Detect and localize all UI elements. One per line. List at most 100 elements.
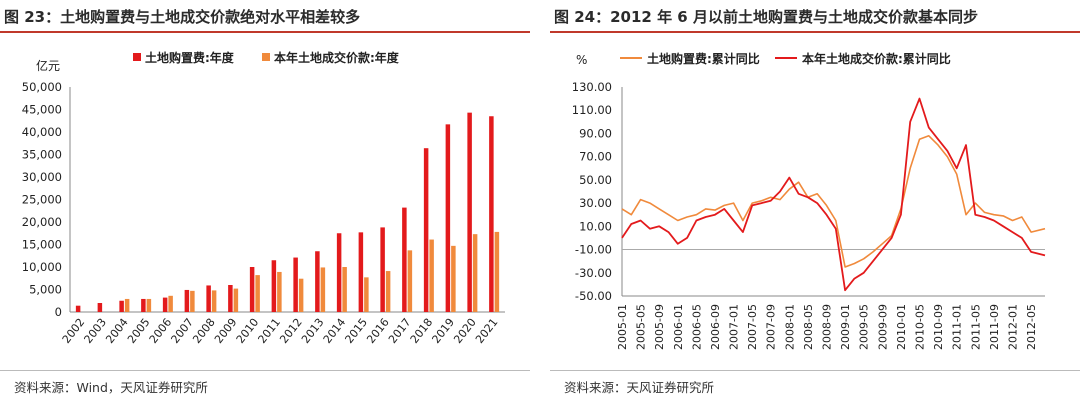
bar-2 (168, 295, 173, 312)
y-tick-label: 50.00 (579, 173, 612, 187)
x-tick-label: 2013 (299, 316, 326, 346)
source-note: 资料来源：Wind，天风证券研究所 (14, 380, 208, 395)
bar-2 (320, 267, 326, 312)
legend-label: 土地购置费:年度 (145, 50, 235, 65)
x-tick-label: 2010-09 (932, 304, 945, 350)
line-chart: % 土地购置费:累计同比 本年土地成交价款:累计同比 130.00 110.00 90.0… (572, 51, 1046, 350)
y-tick-label: 35,000 (22, 148, 62, 162)
series-line-1 (621, 135, 1046, 268)
bar-2 (407, 250, 413, 312)
bar-1 (75, 305, 81, 312)
y-tick-label: 10.00 (579, 219, 612, 233)
bar-2 (190, 290, 195, 312)
bar-1 (402, 207, 407, 312)
x-tick-label: 2005-09 (653, 304, 666, 350)
x-tick-label: 2008-09 (821, 304, 834, 350)
x-tick-label: 2006-09 (709, 304, 722, 350)
x-tick-label: 2007 (169, 316, 196, 346)
bar-2 (211, 290, 217, 312)
legend: 土地购置费:累计同比 本年土地成交价款:累计同比 (620, 51, 951, 66)
source-rule (0, 370, 530, 371)
x-tick-label: 2011-01 (951, 304, 964, 350)
bar-1 (184, 289, 190, 312)
x-tick-label: 2005-01 (616, 304, 629, 350)
legend-label: 本年土地成交价款:年度 (274, 50, 400, 65)
x-tick-label: 2011 (256, 316, 283, 346)
x-tick-label: 2009-01 (839, 304, 852, 350)
y-tick-label: -30.00 (575, 266, 612, 280)
y-tick-label: 110.00 (572, 103, 612, 117)
chart-title: 图 24：2012 年 6 月以前土地购置费与土地成交价款基本同步 (554, 8, 978, 26)
bar-1 (445, 124, 451, 312)
x-tick-label: 2002 (60, 316, 87, 346)
bar-1 (141, 298, 146, 312)
y-axis-unit: 亿元 (36, 58, 60, 73)
bar-2 (277, 271, 282, 312)
y-tick-label: -10.00 (575, 243, 612, 257)
x-tick-label: 2012-01 (1006, 304, 1019, 350)
bar-2 (494, 231, 500, 312)
x-tick-label: 2017 (386, 316, 413, 346)
x-tick-label: 2007-01 (728, 304, 741, 350)
right-chart-panel: 图 24：2012 年 6 月以前土地购置费与土地成交价款基本同步 % 土地购置费… (550, 0, 1080, 403)
x-tick-label: 2009 (212, 316, 239, 346)
bar-2 (451, 245, 456, 312)
x-tick-label: 2015 (343, 316, 370, 346)
x-tick-label: 2018 (408, 316, 435, 346)
x-tick-label: 2019 (430, 316, 457, 346)
x-tick-label: 2006 (147, 316, 174, 346)
bar-1 (119, 300, 124, 312)
y-tick-label: 25,000 (22, 193, 62, 207)
x-tick-label: 2008-05 (802, 304, 815, 350)
left-chart-panel: 图 23：土地购置费与土地成交价款绝对水平相差较多 亿元 土地购置费:年度 本年土地… (0, 0, 530, 403)
x-tick-label: 2011-09 (988, 304, 1001, 350)
x-tick-label: 2006-05 (690, 304, 703, 350)
y-tick-label: 70.00 (579, 150, 612, 164)
y-tick-label: 45,000 (22, 103, 62, 117)
x-tick-label: 2016 (364, 316, 391, 346)
bar-2 (429, 239, 434, 312)
bar-1 (423, 148, 429, 312)
bar-1 (249, 267, 255, 312)
bar-1 (358, 232, 364, 312)
bar-1 (162, 297, 168, 312)
y-tick-label: 20,000 (22, 215, 62, 229)
x-tick-label: 2007-09 (765, 304, 778, 350)
x-tick-label: 2014 (321, 316, 348, 346)
legend-label: 土地购置费:累计同比 (647, 51, 760, 66)
x-tick-label: 2011-05 (969, 304, 982, 350)
x-tick-label: 2007-05 (746, 304, 759, 350)
x-tick-label: 2006-01 (672, 304, 685, 350)
y-axis-unit: % (576, 53, 587, 67)
bar-1 (336, 233, 342, 312)
legend: 土地购置费:年度 本年土地成交价款:年度 (133, 50, 400, 65)
x-tick-label: 2010 (234, 316, 261, 346)
bar-1 (228, 285, 233, 312)
bar-1 (489, 116, 494, 312)
x-tick-label: 2020 (451, 316, 478, 346)
x-tick-label: 2021 (473, 316, 500, 346)
bar-2 (472, 234, 478, 312)
y-tick-label: 50,000 (22, 80, 62, 94)
bar-1 (271, 260, 277, 312)
source-note: 资料来源：天风证券研究所 (564, 380, 715, 395)
bar-2 (342, 267, 347, 312)
x-tick-label: 2008-01 (783, 304, 796, 350)
bar-1 (206, 285, 211, 312)
y-tick-label: 40,000 (22, 125, 62, 139)
title-rule (550, 31, 1080, 33)
x-tick-label: 2009-09 (876, 304, 889, 350)
source-rule (550, 370, 1080, 371)
series-line-2 (621, 97, 1046, 292)
bar-1 (380, 227, 385, 312)
x-tick-label: 2005-05 (635, 304, 648, 350)
bar-2 (385, 271, 391, 312)
x-tick-label: 2009-05 (858, 304, 871, 350)
legend-swatch (262, 53, 270, 61)
x-tick-label: 2008 (190, 316, 217, 346)
y-tick-label: 5,000 (29, 283, 62, 297)
y-tick-label: 10,000 (22, 260, 62, 274)
y-tick-label: -50.00 (575, 289, 612, 303)
bar-1 (293, 257, 298, 312)
legend-label: 本年土地成交价款:累计同比 (802, 51, 951, 66)
